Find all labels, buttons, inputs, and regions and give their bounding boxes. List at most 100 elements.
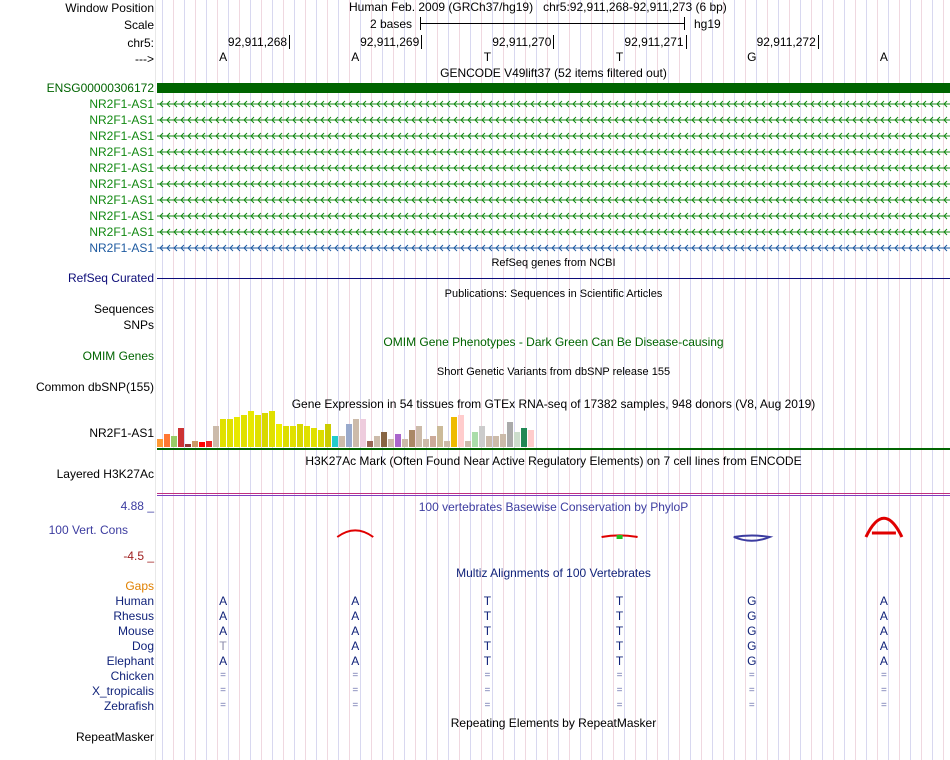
gtex-tissue-bar[interactable] [304, 426, 310, 447]
gtex-tissue-bar[interactable] [437, 426, 443, 447]
gencode-track-title[interactable]: GENCODE V49lift37 (52 items filtered out… [440, 66, 667, 80]
omim-label[interactable]: OMIM Genes [82, 349, 154, 363]
gencode-intron-line[interactable] [157, 115, 950, 125]
gencode-exon-block[interactable] [157, 83, 950, 93]
gtex-tissue-bar[interactable] [185, 444, 191, 447]
gtex-tissue-bar[interactable] [241, 415, 247, 447]
gtex-tissue-bar[interactable] [444, 441, 450, 447]
gtex-tissue-bar[interactable] [220, 419, 226, 447]
gtex-tissue-bar[interactable] [479, 426, 485, 447]
gencode-intron-line[interactable] [157, 195, 950, 205]
gtex-tissue-bar[interactable] [248, 411, 254, 447]
gencode-gene-label[interactable]: NR2F1-AS1 [89, 97, 154, 111]
gtex-bar-chart[interactable] [157, 410, 537, 447]
phylop-label[interactable]: 100 Vert. Cons [48, 523, 128, 537]
gtex-tissue-bar[interactable] [318, 430, 324, 447]
gtex-tissue-bar[interactable] [381, 432, 387, 447]
publications-track-title[interactable]: Publications: Sequences in Scientific Ar… [444, 288, 663, 300]
gencode-gene-label[interactable]: ENSG00000306172 [46, 81, 154, 95]
gtex-tissue-bar[interactable] [339, 436, 345, 447]
gtex-tissue-bar[interactable] [367, 441, 373, 447]
gtex-tissue-bar[interactable] [332, 436, 338, 447]
gaps-label[interactable]: Gaps [125, 579, 154, 593]
sequences-label[interactable]: Sequences [93, 302, 154, 316]
gtex-tissue-bar[interactable] [346, 424, 352, 447]
gencode-intron-line[interactable] [157, 227, 950, 237]
gtex-tissue-bar[interactable] [325, 424, 331, 447]
gtex-tissue-bar[interactable] [297, 424, 303, 447]
gtex-tissue-bar[interactable] [486, 436, 492, 447]
phylop-peak[interactable] [336, 529, 374, 538]
gtex-tissue-bar[interactable] [255, 415, 261, 447]
refseq-label[interactable]: RefSeq Curated [67, 271, 154, 285]
gtex-tissue-bar[interactable] [269, 411, 275, 447]
gtex-tissue-bar[interactable] [171, 436, 177, 447]
gtex-tissue-bar[interactable] [178, 428, 184, 447]
gtex-tissue-bar[interactable] [213, 426, 219, 447]
multiz-species-label[interactable]: Rhesus [113, 609, 154, 623]
gencode-intron-line[interactable] [157, 243, 950, 253]
gencode-gene-label[interactable]: NR2F1-AS1 [89, 177, 154, 191]
snps-label[interactable]: SNPs [123, 318, 154, 332]
gencode-intron-line[interactable] [157, 211, 950, 221]
dbsnp-track-title[interactable]: Short Genetic Variants from dbSNP releas… [436, 366, 671, 378]
gtex-tissue-bar[interactable] [395, 434, 401, 447]
gtex-tissue-bar[interactable] [465, 441, 471, 447]
gtex-tissue-bar[interactable] [192, 441, 198, 447]
base-letter[interactable]: G [747, 50, 757, 64]
repeatmasker-track-title[interactable]: Repeating Elements by RepeatMasker [450, 716, 657, 730]
multiz-track-title[interactable]: Multiz Alignments of 100 Vertebrates [456, 566, 651, 580]
gtex-tissue-bar[interactable] [227, 419, 233, 447]
gencode-gene-label[interactable]: NR2F1-AS1 [89, 241, 154, 255]
multiz-species-label[interactable]: Dog [131, 639, 154, 653]
gencode-gene-label[interactable]: NR2F1-AS1 [89, 209, 154, 223]
multiz-species-label[interactable]: X_tropicalis [91, 684, 154, 698]
gtex-tissue-bar[interactable] [430, 436, 436, 447]
gtex-tissue-bar[interactable] [199, 442, 205, 447]
dbsnp-label[interactable]: Common dbSNP(155) [35, 380, 154, 394]
gtex-tissue-bar[interactable] [521, 428, 527, 447]
gtex-tissue-bar[interactable] [311, 428, 317, 447]
multiz-species-label[interactable]: Chicken [110, 669, 154, 683]
gencode-gene-label[interactable]: NR2F1-AS1 [89, 225, 154, 239]
gtex-tissue-bar[interactable] [290, 426, 296, 447]
gtex-tissue-bar[interactable] [451, 417, 457, 447]
gencode-intron-line[interactable] [157, 131, 950, 141]
base-letter[interactable]: A [351, 50, 360, 64]
phylop-peak[interactable] [733, 534, 774, 542]
phylop-signal[interactable] [157, 510, 950, 555]
gencode-gene-label[interactable]: NR2F1-AS1 [89, 145, 154, 159]
refseq-gene-line[interactable] [157, 278, 950, 279]
gtex-tissue-bar[interactable] [528, 430, 534, 447]
gtex-tissue-bar[interactable] [234, 417, 240, 447]
gtex-tissue-bar[interactable] [262, 413, 268, 447]
gencode-gene-label[interactable]: NR2F1-AS1 [89, 129, 154, 143]
gencode-gene-label[interactable]: NR2F1-AS1 [89, 193, 154, 207]
gtex-tissue-bar[interactable] [360, 419, 366, 447]
gtex-tissue-bar[interactable] [416, 426, 422, 447]
gencode-intron-line[interactable] [157, 163, 950, 173]
gencode-intron-line[interactable] [157, 99, 950, 109]
gtex-tissue-bar[interactable] [472, 432, 478, 447]
gtex-tissue-bar[interactable] [283, 426, 289, 447]
omim-track-title[interactable]: OMIM Gene Phenotypes - Dark Green Can Be… [383, 335, 724, 349]
gtex-tissue-bar[interactable] [507, 422, 513, 447]
gtex-tissue-bar[interactable] [388, 439, 394, 447]
phylop-track-title[interactable]: 100 vertebrates Basewise Conservation by… [418, 500, 689, 514]
gtex-tissue-bar[interactable] [206, 441, 212, 447]
gtex-tissue-bar[interactable] [500, 434, 506, 447]
repeatmasker-label[interactable]: RepeatMasker [75, 730, 154, 744]
gtex-tissue-bar[interactable] [353, 419, 359, 447]
gencode-gene-label[interactable]: NR2F1-AS1 [89, 161, 154, 175]
gtex-track-title[interactable]: Gene Expression in 54 tissues from GTEx … [291, 397, 816, 411]
phylop-peak[interactable] [864, 516, 904, 538]
refseq-track-title[interactable]: RefSeq genes from NCBI [491, 257, 616, 269]
gencode-gene-label[interactable]: NR2F1-AS1 [89, 113, 154, 127]
gtex-tissue-bar[interactable] [409, 430, 415, 447]
gtex-tissue-bar[interactable] [493, 436, 499, 447]
multiz-species-label[interactable]: Mouse [117, 624, 154, 638]
base-letter[interactable]: A [219, 50, 228, 64]
gtex-tissue-bar[interactable] [514, 432, 520, 447]
multiz-species-label[interactable]: Human [115, 594, 154, 608]
h3k27ac-track-title[interactable]: H3K27Ac Mark (Often Found Near Active Re… [305, 454, 802, 468]
